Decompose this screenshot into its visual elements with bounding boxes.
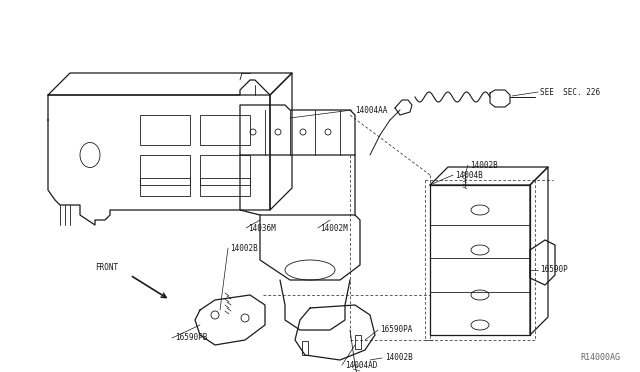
Bar xyxy=(140,155,190,185)
Text: 14004AA: 14004AA xyxy=(355,106,387,115)
Bar xyxy=(200,155,250,185)
Text: 14002B: 14002B xyxy=(470,160,498,170)
Text: R14000AG: R14000AG xyxy=(580,353,620,362)
Bar xyxy=(355,335,361,349)
Bar xyxy=(200,178,250,196)
Text: 14002B: 14002B xyxy=(385,353,413,362)
Text: 14002B: 14002B xyxy=(230,244,258,253)
Text: 14002M: 14002M xyxy=(320,224,348,232)
Bar xyxy=(140,178,190,196)
Text: 14004B: 14004B xyxy=(455,170,483,180)
Text: SEE  SEC. 226: SEE SEC. 226 xyxy=(540,87,600,96)
Bar xyxy=(302,341,308,355)
Text: 16590PA: 16590PA xyxy=(380,326,412,334)
Text: 16590P: 16590P xyxy=(540,266,568,275)
Text: 16590PB: 16590PB xyxy=(175,334,207,343)
Bar xyxy=(140,115,190,145)
Bar xyxy=(200,115,250,145)
Text: 14036M: 14036M xyxy=(248,224,276,232)
Text: FRONT: FRONT xyxy=(95,263,118,273)
Text: 14004AD: 14004AD xyxy=(345,360,378,369)
